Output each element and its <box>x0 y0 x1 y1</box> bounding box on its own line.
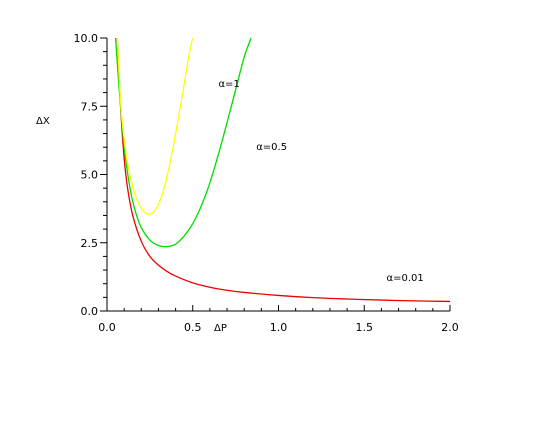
series-line-alpha-1 <box>116 37 194 215</box>
x-tick-label: 1.5 <box>356 321 374 334</box>
axes: 0.0 0.5 1.0 1.5 2.0 0.0 2.5 5.0 7.5 10.0 <box>74 32 459 334</box>
y-tick-label: 5.0 <box>81 169 99 182</box>
curve-annotation: α=0.01 <box>387 273 424 284</box>
x-tick-label: 1.0 <box>270 321 288 334</box>
series-line-alpha-0-01 <box>116 37 451 303</box>
series-line-alpha-0-5 <box>114 37 252 248</box>
x-tick-label: 0.5 <box>184 321 202 334</box>
y-tick-label: 0.0 <box>81 305 99 318</box>
y-tick-label: 2.5 <box>81 237 99 250</box>
series-lines <box>114 37 451 303</box>
y-axis-label: ΔX <box>36 116 50 127</box>
y-tick-label: 7.5 <box>81 100 99 113</box>
y-tick-label: 10.0 <box>74 32 99 45</box>
x-tick-label: 2.0 <box>441 321 459 334</box>
curve-annotation: α=0.5 <box>256 142 287 153</box>
x-tick-label: 0.0 <box>98 321 116 334</box>
annotations: α=1 α=0.5 α=0.01 <box>218 79 423 284</box>
curve-annotation: α=1 <box>218 79 239 90</box>
x-axis-label: ΔP <box>214 323 227 334</box>
